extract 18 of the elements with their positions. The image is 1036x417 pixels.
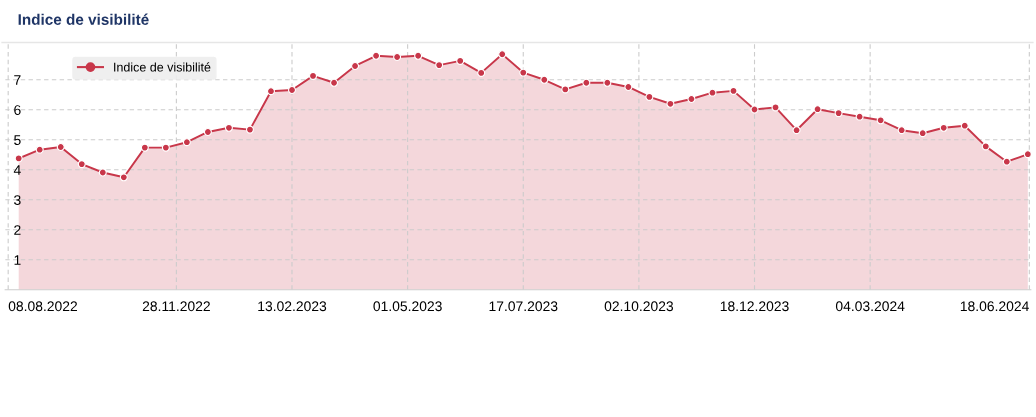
x-tick-label: 18.06.2024 — [960, 301, 1029, 312]
y-tick-label: 3 — [14, 195, 21, 205]
x-tick-label: 04.03.2024 — [835, 301, 905, 312]
y-tick-label: 4 — [13, 165, 21, 175]
y-tick-label: 7 — [14, 75, 21, 85]
y-tick-label: 6 — [14, 105, 21, 115]
x-tick-label: 18.12.2023 — [720, 301, 789, 312]
y-tick-label: 5 — [14, 135, 21, 145]
x-tick-label: 02.10.2023 — [604, 301, 674, 312]
x-tick-label: 13.02.2023 — [258, 301, 327, 312]
y-tick-label: 2 — [14, 225, 21, 235]
x-tick-label: 17.07.2023 — [489, 301, 558, 312]
chart-title: Indice de visibilité — [18, 13, 149, 25]
x-tick-label: 08.08.2022 — [8, 301, 77, 312]
x-tick-label: 28.11.2022 — [142, 301, 210, 312]
legend-label: Indice de visibilité — [114, 62, 211, 72]
x-tick-label: 01.05.2023 — [373, 301, 442, 312]
y-tick-label: 1 — [14, 255, 21, 265]
